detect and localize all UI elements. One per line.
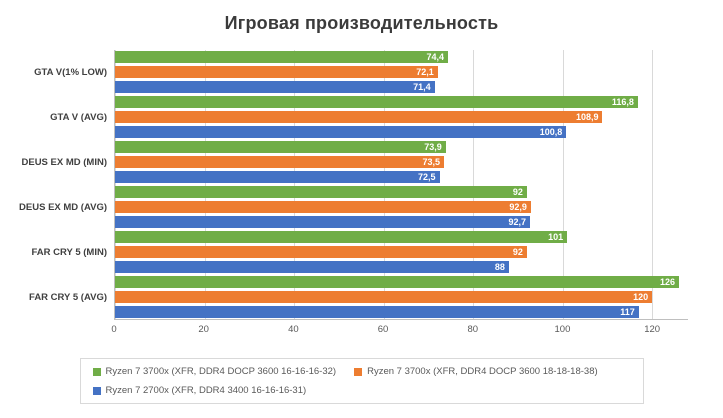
bar-value-label: 92 — [512, 186, 523, 197]
bar-value-label: 108,9 — [575, 112, 599, 123]
bar: 72,5 — [115, 171, 440, 184]
gridline — [652, 50, 654, 319]
bar-value-label: 101 — [548, 231, 564, 242]
bar: 126 — [115, 275, 680, 288]
bar: 74,4 — [115, 51, 449, 64]
bar-group: 101 92 88 — [115, 229, 688, 274]
bar: 92,7 — [115, 215, 530, 228]
bar: 73,5 — [115, 156, 445, 169]
chart-title: Игровая производительность — [224, 13, 499, 33]
gridline — [115, 50, 116, 319]
bar-value-label: 74,4 — [426, 52, 445, 63]
legend-swatch — [92, 386, 101, 395]
gridline — [294, 50, 296, 319]
legend-swatch — [354, 367, 363, 376]
bar-groups: 74,4 72,1 71,4 116,8 108,9 100,8 73,9 73,5 72,5 9… — [115, 50, 688, 319]
category-label: DEUS EX MD (AVG) — [19, 202, 107, 213]
chart-body: GTA V(1% LOW) GTA V (AVG) DEUS EX MD (MIN)… — [12, 50, 688, 340]
category-label: GTA V(1% LOW) — [34, 67, 107, 78]
bar-group: 73,9 73,5 72,5 — [115, 140, 688, 185]
bar: 117 — [115, 305, 639, 318]
bar: 100,8 — [115, 126, 567, 139]
bar: 92 — [115, 245, 527, 258]
category-axis: GTA V(1% LOW) GTA V (AVG) DEUS EX MD (MIN)… — [12, 50, 114, 320]
bar-value-label: 92,9 — [509, 201, 527, 212]
bar-group: 116,8 108,9 100,8 — [115, 95, 688, 140]
legend-item: Ryzen 7 2700x (XFR, DDR4 3400 16-16-16-3… — [92, 385, 307, 396]
legend-items: Ryzen 7 3700x (XFR, DDR4 DOCP 3600 16-16… — [92, 366, 631, 396]
bar-value-label: 120 — [633, 291, 649, 302]
bar-value-label: 116,8 — [611, 97, 634, 108]
bar-group: 92 92,9 92,7 — [115, 184, 688, 229]
legend-label: Ryzen 7 3700x (XFR, DDR4 DOCP 3600 18-18… — [367, 366, 598, 377]
gridline — [383, 50, 385, 319]
bar: 120 — [115, 290, 653, 303]
bar-value-label: 72,1 — [416, 67, 434, 78]
bar: 72,1 — [115, 66, 438, 79]
x-tick-label: 40 — [288, 324, 299, 335]
plot-area: 74,4 72,1 71,4 116,8 108,9 100,8 73,9 73,5 72,5 9… — [114, 50, 688, 320]
bar: 92 — [115, 185, 527, 198]
bar: 101 — [115, 230, 568, 243]
bar: 116,8 — [115, 96, 638, 109]
category-label: DEUS EX MD (MIN) — [21, 157, 108, 168]
bar-value-label: 92 — [512, 246, 523, 257]
bar-value-label: 73,5 — [422, 157, 441, 168]
bar-group: 74,4 72,1 71,4 — [115, 50, 688, 95]
legend-item: Ryzen 7 3700x (XFR, DDR4 DOCP 3600 16-16… — [92, 366, 337, 377]
legend-item: Ryzen 7 3700x (XFR, DDR4 DOCP 3600 18-18… — [354, 366, 598, 377]
bar-value-label: 100,8 — [539, 127, 563, 138]
gridline — [204, 50, 206, 319]
x-tick-label: 20 — [198, 324, 209, 335]
bar: 71,4 — [115, 81, 435, 94]
x-tick-label: 80 — [467, 324, 479, 335]
bar-value-label: 88 — [494, 261, 505, 272]
legend: Ryzen 7 3700x (XFR, DDR4 DOCP 3600 16-16… — [79, 358, 644, 404]
bar-value-label: 72,5 — [418, 172, 436, 183]
bar-value-label: 92,7 — [508, 216, 526, 227]
bar: 92,9 — [115, 200, 531, 213]
x-tick-label: 0 — [111, 324, 117, 335]
legend-swatch — [92, 367, 101, 376]
x-tick-label: 100 — [554, 324, 571, 335]
category-label: GTA V (AVG) — [50, 112, 107, 123]
x-tick-label: 60 — [377, 324, 389, 335]
x-tick-label: 120 — [644, 324, 661, 335]
bar-value-label: 117 — [620, 306, 635, 317]
gridline — [473, 50, 475, 319]
bar-value-label: 126 — [660, 276, 676, 287]
bar: 88 — [115, 260, 509, 273]
legend-label: Ryzen 7 2700x (XFR, DDR4 3400 16-16-16-3… — [105, 385, 307, 396]
x-axis: 0 20 40 60 80 100 120 — [111, 320, 688, 340]
bar: 108,9 — [115, 111, 603, 124]
bar-value-label: 73,9 — [424, 142, 442, 153]
gridline — [562, 50, 564, 319]
legend-label: Ryzen 7 3700x (XFR, DDR4 DOCP 3600 16-16… — [105, 366, 337, 377]
bar-group: 126 120 117 — [115, 274, 688, 319]
category-label: FAR CRY 5 (MIN) — [31, 247, 107, 258]
bar-value-label: 71,4 — [413, 82, 431, 93]
bar: 73,9 — [115, 141, 446, 154]
category-label: FAR CRY 5 (AVG) — [29, 292, 107, 303]
